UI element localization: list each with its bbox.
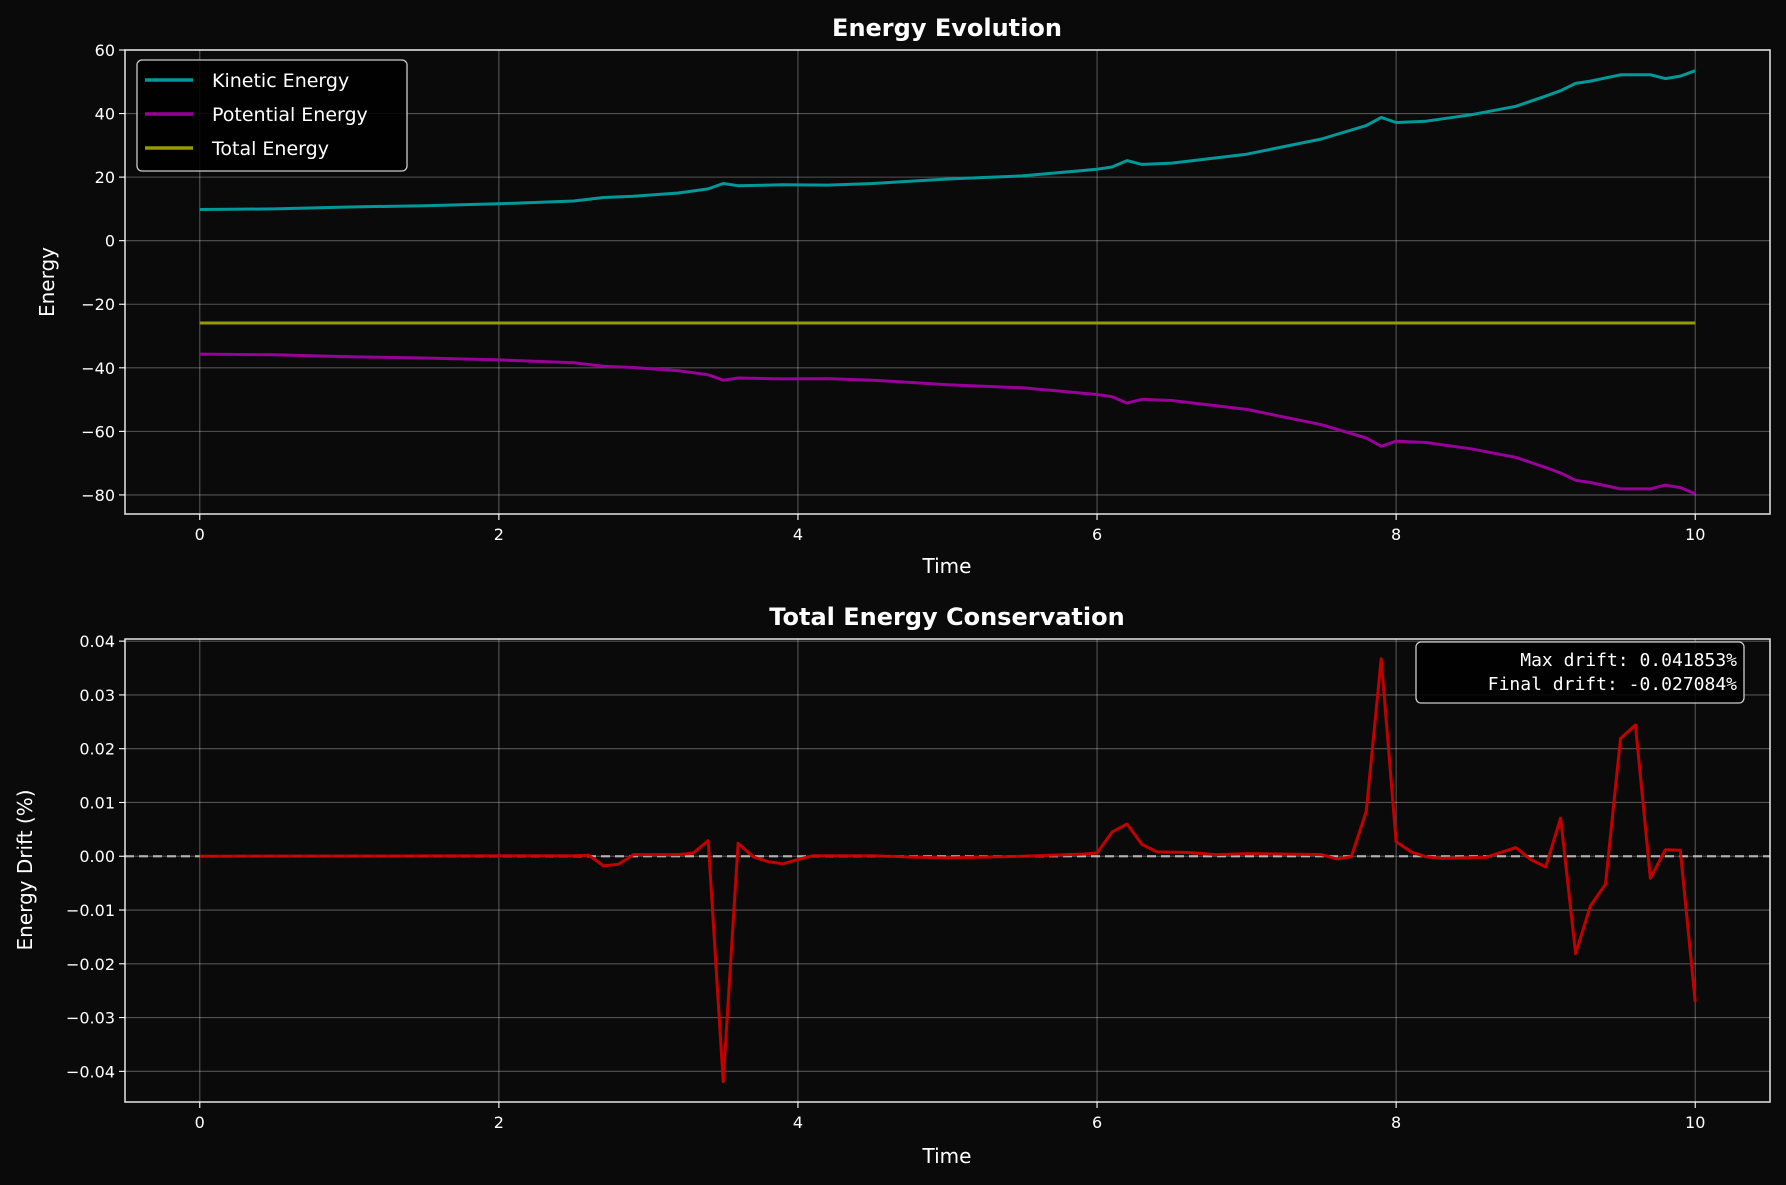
x-tick-label: 2 — [494, 525, 504, 544]
final-drift-text: Final drift: -0.027084% — [1488, 674, 1737, 695]
y-tick-label: −0.02 — [66, 955, 115, 974]
y-tick-label: 0.01 — [79, 793, 115, 812]
energy-conservation-ylabel: Energy Drift (%) — [13, 789, 37, 950]
energy-evolution-axes: 0 2 4 6 8 10 −80 −60 −40 −20 0 20 40 60 Kinetic Energy… — [35, 14, 1771, 578]
y-tick-label: −0.04 — [66, 1062, 115, 1081]
x-tick-label: 8 — [1391, 1113, 1401, 1132]
y-tick-label: −20 — [81, 295, 115, 314]
plot-area: 0 2 4 6 8 10 −0.04 −0.03 −0.02 −0.01 0.00 0.01 0.02 0… — [66, 632, 1771, 1132]
y-tick-label: 0.02 — [79, 740, 115, 759]
y-tick-label: 0.00 — [79, 847, 115, 866]
energy-conservation-axes: 0 2 4 6 8 10 −0.04 −0.03 −0.02 −0.01 0.00 0.01 0.02 0… — [13, 603, 1771, 1168]
drift-annotation: Max drift: 0.041853% Final drift: -0.0270… — [1415, 641, 1745, 704]
plot-area: 0 2 4 6 8 10 −80 −60 −40 −20 0 20 40 60 Kinetic Energy… — [81, 41, 1771, 544]
y-tick-label: 0.04 — [79, 632, 115, 651]
legend-label: Total Energy — [211, 138, 329, 160]
x-tick-label: 4 — [793, 1113, 803, 1132]
legend-label: Kinetic Energy — [212, 70, 349, 92]
x-tick-label: 4 — [793, 525, 803, 544]
legend-label: Potential Energy — [212, 104, 368, 126]
x-tick-label: 10 — [1685, 525, 1705, 544]
max-drift-text: Max drift: 0.041853% — [1520, 650, 1737, 671]
energy-evolution-ylabel: Energy — [35, 247, 59, 317]
y-tick-label: 0.03 — [79, 686, 115, 705]
y-tick-label: −80 — [81, 486, 115, 505]
axes-frame — [124, 638, 1771, 1103]
x-tick-label: 0 — [195, 1113, 205, 1132]
y-tick-label: 40 — [95, 105, 115, 124]
axes-frame — [124, 49, 1771, 515]
energy-evolution-title: Energy Evolution — [832, 14, 1062, 42]
x-tick-label: 6 — [1092, 525, 1102, 544]
y-tick-label: −60 — [81, 422, 115, 441]
energy-drift-line — [199, 657, 1697, 1084]
x-tick-label: 10 — [1685, 1113, 1705, 1132]
y-tick-label: 20 — [95, 168, 115, 187]
x-tick-label: 2 — [494, 1113, 504, 1132]
annotation-box — [1415, 641, 1745, 704]
potential-energy-line — [199, 352, 1696, 496]
kinetic-energy-line — [199, 69, 1696, 211]
y-tick-label: 60 — [95, 41, 115, 60]
energy-evolution-xlabel: Time — [922, 554, 972, 578]
y-tick-label: −40 — [81, 359, 115, 378]
y-tick-label: −0.03 — [66, 1009, 115, 1028]
legend-box — [136, 59, 408, 172]
energy-conservation-xlabel: Time — [922, 1144, 972, 1168]
legend: Kinetic Energy Potential Energy Total Ener… — [136, 59, 408, 172]
y-tick-label: 0 — [105, 232, 115, 251]
x-tick-label: 0 — [195, 525, 205, 544]
x-tick-label: 8 — [1391, 525, 1401, 544]
x-tick-label: 6 — [1092, 1113, 1102, 1132]
energy-conservation-title: Total Energy Conservation — [769, 603, 1124, 631]
y-tick-label: −0.01 — [66, 901, 115, 920]
